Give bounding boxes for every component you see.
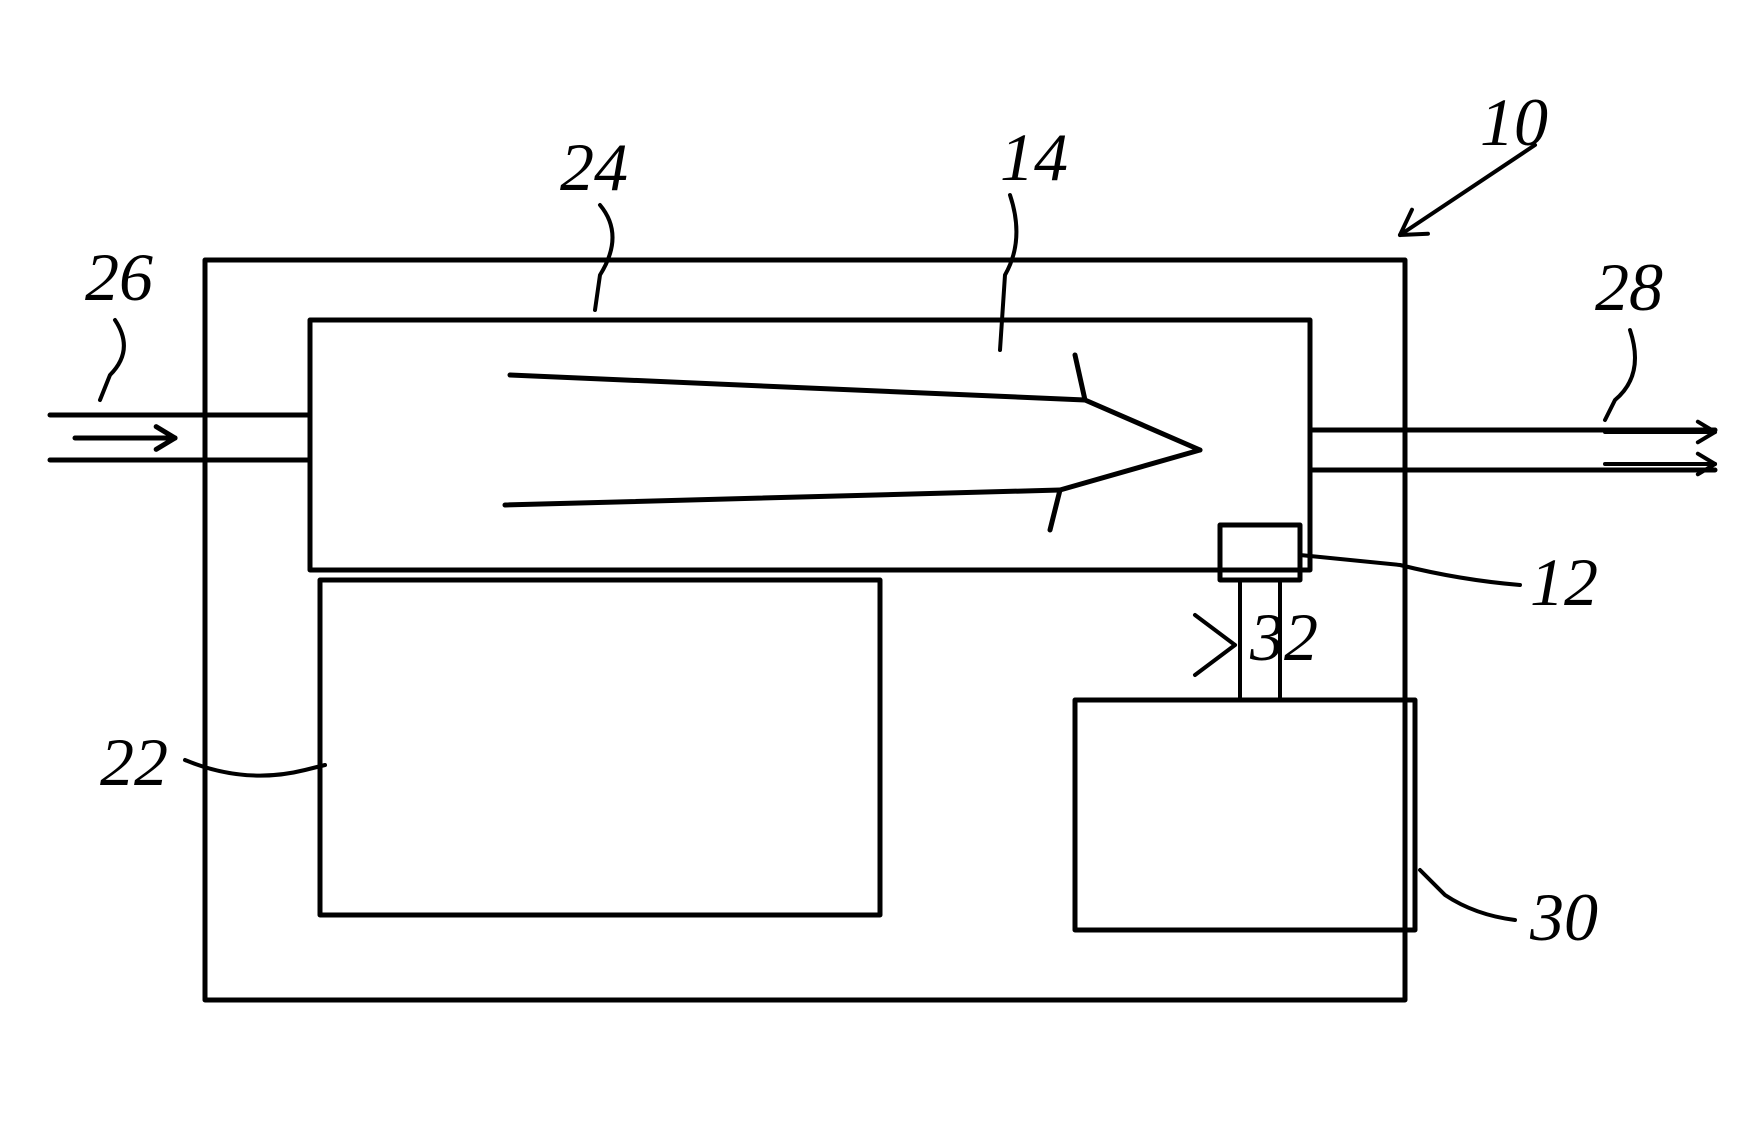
 bbox=[505, 490, 1060, 505]
label-28: 28 bbox=[1595, 249, 1663, 325]
label-32: 32 bbox=[1249, 599, 1318, 675]
leader-14 bbox=[1000, 195, 1016, 350]
block-left bbox=[320, 580, 880, 915]
 bbox=[1050, 490, 1060, 530]
label-12: 12 bbox=[1530, 544, 1598, 620]
 bbox=[1075, 355, 1085, 400]
label-22: 22 bbox=[100, 724, 168, 800]
 bbox=[1400, 234, 1428, 235]
label-24: 24 bbox=[560, 129, 628, 205]
label-26: 26 bbox=[85, 239, 153, 315]
leader-26 bbox=[100, 320, 124, 400]
leader-32 bbox=[1195, 615, 1235, 645]
outer-enclosure bbox=[205, 260, 1405, 1000]
 bbox=[1085, 400, 1200, 450]
 bbox=[1195, 645, 1235, 675]
block-right bbox=[1075, 700, 1415, 930]
leader-30 bbox=[1420, 870, 1515, 920]
label-10: 10 bbox=[1480, 84, 1548, 160]
leader-12 bbox=[1300, 555, 1520, 585]
leader-28 bbox=[1605, 330, 1635, 420]
label-30: 30 bbox=[1529, 879, 1598, 955]
 bbox=[1060, 450, 1200, 490]
flow-arrow bbox=[510, 375, 1085, 400]
flow-duct bbox=[310, 320, 1310, 570]
label-14: 14 bbox=[1000, 119, 1068, 195]
